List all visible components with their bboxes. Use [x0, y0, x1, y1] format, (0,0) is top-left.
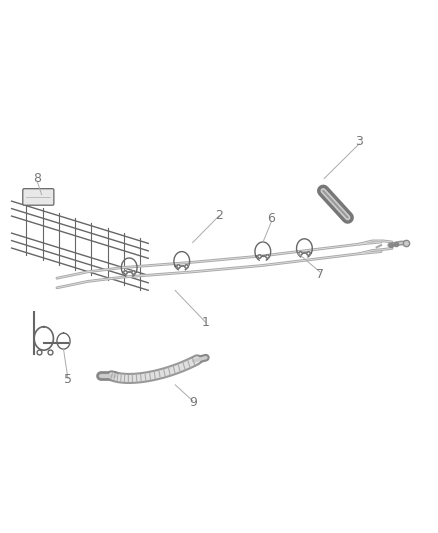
- Text: 9: 9: [189, 396, 197, 409]
- Text: 6: 6: [268, 212, 276, 225]
- FancyBboxPatch shape: [23, 189, 54, 205]
- Text: 1: 1: [202, 316, 210, 329]
- Text: 5: 5: [64, 373, 72, 386]
- Text: 8: 8: [33, 172, 41, 185]
- Text: 3: 3: [355, 135, 363, 148]
- Text: 2: 2: [215, 209, 223, 222]
- Text: 7: 7: [316, 268, 324, 281]
